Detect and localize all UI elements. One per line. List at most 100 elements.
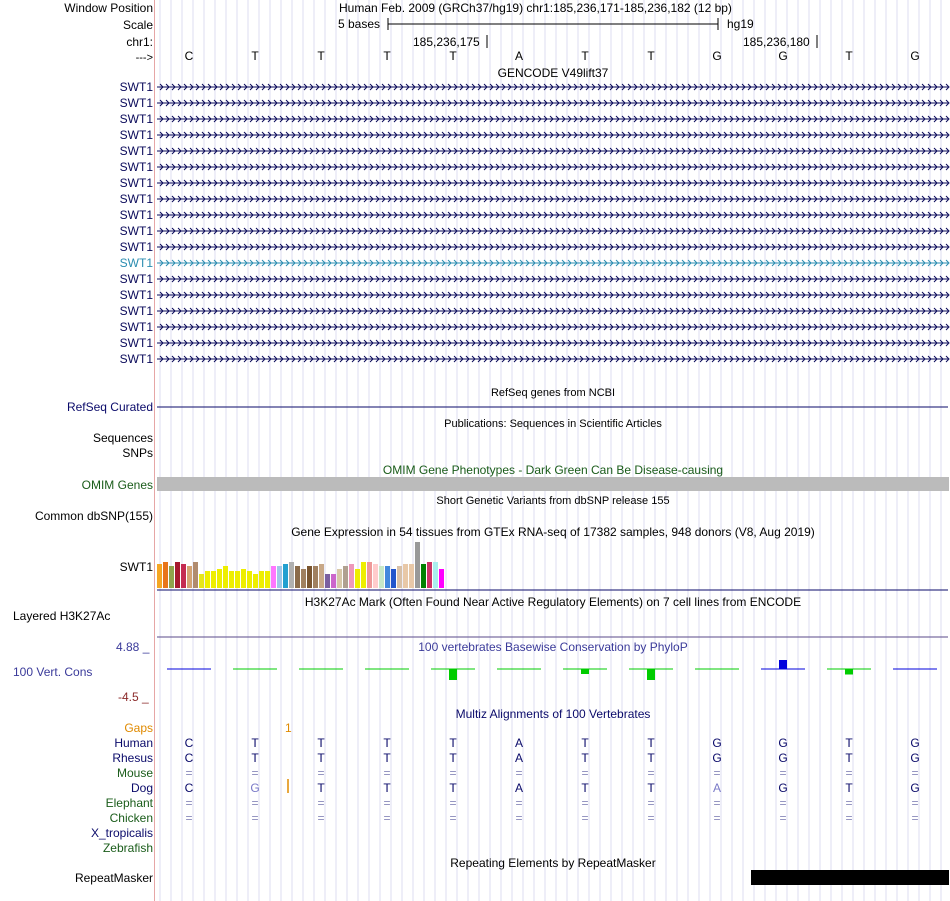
- gencode-transcript-label[interactable]: SWT1: [119, 160, 153, 174]
- gencode-strand-arrows: [159, 259, 950, 267]
- gtex-tissue-bar: [235, 571, 240, 588]
- gencode-transcript[interactable]: [156, 304, 948, 318]
- gtex-track-label[interactable]: SWT1: [119, 560, 153, 574]
- gtex-tissue-bar: [271, 566, 276, 588]
- sequences-track-label[interactable]: Sequences: [92, 431, 153, 445]
- gencode-transcript-label[interactable]: SWT1: [119, 304, 153, 318]
- multiz-aligned-base: T: [845, 736, 853, 750]
- gtex-tissue-bar: [409, 564, 414, 588]
- gencode-transcript[interactable]: [156, 128, 948, 142]
- gencode-transcript-label[interactable]: SWT1: [119, 192, 153, 206]
- gencode-transcript[interactable]: [156, 144, 948, 158]
- gencode-strand-arrows: [159, 99, 950, 107]
- gencode-transcript-label[interactable]: SWT1: [119, 208, 153, 222]
- snps-track-label[interactable]: SNPs: [122, 446, 153, 460]
- gencode-transcript-label[interactable]: SWT1: [119, 352, 153, 366]
- gencode-transcript[interactable]: [156, 240, 948, 254]
- gencode-transcript[interactable]: [156, 192, 948, 206]
- gtex-tissue-bar: [427, 562, 432, 588]
- multiz-aligned-base: G: [910, 781, 920, 795]
- refseq-track-title: RefSeq genes from NCBI: [490, 387, 616, 399]
- multiz-aligned-base: =: [713, 811, 721, 825]
- gtex-tissue-bar: [211, 571, 216, 588]
- multiz-aligned-base: T: [581, 751, 589, 765]
- gtex-tissue-bar: [205, 571, 210, 588]
- multiz-species-label[interactable]: Chicken: [109, 811, 153, 825]
- h3k27ac-track-label[interactable]: Layered H3K27Ac: [13, 609, 111, 623]
- multiz-aligned-base: T: [647, 751, 655, 765]
- gtex-tissue-bar: [181, 564, 186, 588]
- multiz-aligned-base: =: [515, 811, 523, 825]
- gencode-transcript-label[interactable]: SWT1: [119, 288, 153, 302]
- gencode-transcript[interactable]: [156, 352, 948, 366]
- gencode-transcript[interactable]: [156, 224, 948, 238]
- gencode-transcript-label[interactable]: SWT1: [119, 256, 153, 270]
- gencode-transcript[interactable]: [156, 80, 948, 94]
- sequence-base: T: [251, 49, 259, 63]
- multiz-species-label[interactable]: Mouse: [116, 766, 153, 780]
- gtex-tissue-bar: [337, 569, 342, 588]
- gtex-tissue-bar: [259, 571, 264, 588]
- gtex-tissue-bar: [229, 571, 234, 588]
- gencode-transcript-label[interactable]: SWT1: [119, 272, 153, 286]
- multiz-aligned-base: =: [911, 811, 919, 825]
- gtex-tissue-bar: [289, 562, 294, 588]
- gencode-transcript[interactable]: [156, 320, 948, 334]
- gencode-transcript-label[interactable]: SWT1: [119, 80, 153, 94]
- gencode-transcript-label[interactable]: SWT1: [119, 128, 153, 142]
- gencode-transcript[interactable]: [156, 256, 948, 270]
- gencode-strand-arrows: [159, 291, 950, 299]
- phylop-max-label: 4.88 _: [116, 640, 150, 654]
- multiz-aligned-base: =: [911, 796, 919, 810]
- gtex-tissue-bar: [355, 569, 360, 588]
- multiz-aligned-base: A: [514, 736, 523, 750]
- gencode-transcript[interactable]: [156, 272, 948, 286]
- gencode-transcript[interactable]: [156, 176, 948, 190]
- gencode-transcript[interactable]: [156, 96, 948, 110]
- multiz-species-label[interactable]: Dog: [130, 781, 153, 795]
- gtex-tissue-bar: [313, 566, 318, 588]
- gtex-tissue-bar: [295, 566, 300, 588]
- dbsnp-track-label[interactable]: Common dbSNP(155): [34, 509, 153, 523]
- gencode-transcript[interactable]: [156, 288, 948, 302]
- multiz-aligned-base: =: [713, 766, 721, 780]
- gtex-tissue-bar: [307, 566, 312, 588]
- gencode-transcript-label[interactable]: SWT1: [119, 176, 153, 190]
- gencode-transcript-label[interactable]: SWT1: [119, 144, 153, 158]
- refseq-track-label[interactable]: RefSeq Curated: [66, 400, 153, 414]
- gencode-transcript[interactable]: [156, 208, 948, 222]
- gencode-transcript[interactable]: [156, 160, 948, 174]
- repeatmasker-track-label[interactable]: RepeatMasker: [74, 871, 153, 885]
- multiz-aligned-base: =: [317, 811, 325, 825]
- multiz-aligned-base: T: [449, 736, 457, 750]
- gtex-tissue-bar: [367, 562, 372, 588]
- gencode-transcript-label[interactable]: SWT1: [119, 96, 153, 110]
- gtex-tissue-bar: [325, 574, 330, 588]
- gencode-transcript-label[interactable]: SWT1: [119, 112, 153, 126]
- multiz-species-label[interactable]: Human: [114, 736, 153, 750]
- multiz-species-label[interactable]: Rhesus: [112, 751, 153, 765]
- phylop-track-label[interactable]: 100 Vert. Cons: [13, 665, 93, 679]
- chrom-label: chr1:: [126, 35, 153, 49]
- sequence-base: G: [910, 49, 920, 63]
- gencode-transcript-label[interactable]: SWT1: [119, 320, 153, 334]
- gtex-tissue-bar: [187, 566, 192, 588]
- gencode-transcript[interactable]: [156, 336, 948, 350]
- position-tick-left: 185,236,175: [413, 35, 480, 49]
- gencode-transcript-label[interactable]: SWT1: [119, 240, 153, 254]
- multiz-aligned-base: T: [647, 781, 655, 795]
- multiz-species-label[interactable]: X_tropicalis: [90, 826, 153, 840]
- omim-track-label[interactable]: OMIM Genes: [81, 478, 153, 492]
- gencode-transcript[interactable]: [156, 112, 948, 126]
- multiz-aligned-base: =: [779, 811, 787, 825]
- multiz-aligned-base: A: [712, 781, 721, 795]
- gencode-transcript-label[interactable]: SWT1: [119, 336, 153, 350]
- multiz-aligned-base: T: [317, 751, 325, 765]
- multiz-species-label[interactable]: Zebrafish: [102, 841, 153, 855]
- gencode-transcript-label[interactable]: SWT1: [119, 224, 153, 238]
- multiz-species-label[interactable]: Elephant: [105, 796, 153, 810]
- gencode-strand-arrows: [159, 275, 950, 283]
- gtex-tissue-bar: [283, 564, 288, 588]
- multiz-aligned-base: T: [581, 781, 589, 795]
- gtex-tissue-bar: [217, 569, 222, 588]
